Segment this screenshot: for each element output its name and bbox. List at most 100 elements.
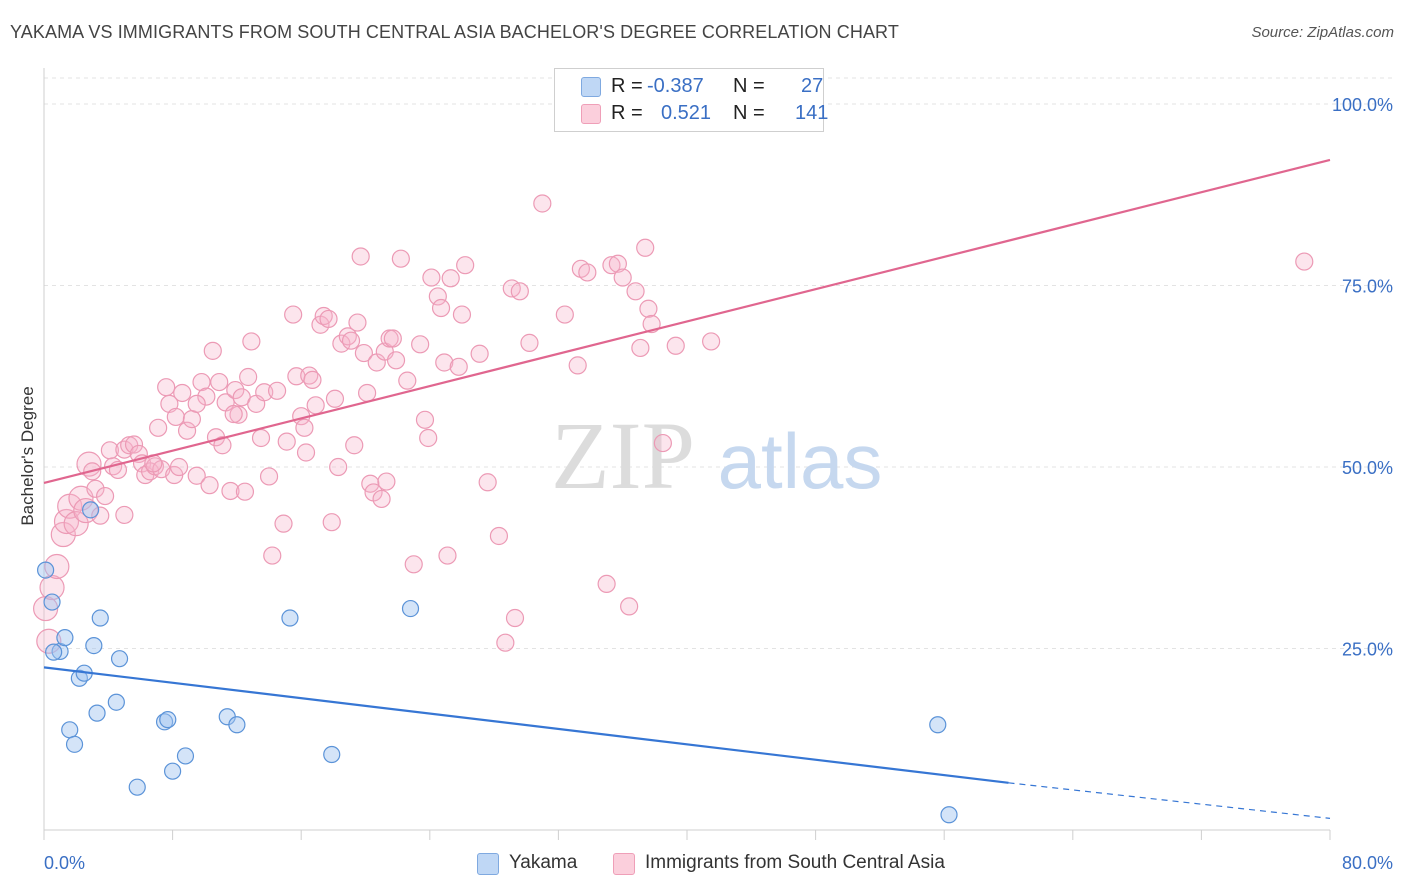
bottom-legend-swatch-immigrants	[613, 853, 635, 875]
bottom-legend-swatch-yakama	[477, 853, 499, 875]
immigrants-point	[383, 329, 402, 348]
immigrants-point	[435, 353, 454, 372]
immigrants-point	[182, 410, 201, 429]
x-tick-label-max: 80.0%	[1342, 853, 1393, 873]
immigrants-point	[348, 313, 367, 332]
immigrants-point	[166, 407, 185, 427]
immigrants-point	[242, 332, 261, 351]
yakama-point	[281, 609, 299, 627]
immigrants-point	[386, 351, 406, 370]
legend-n-value: 27	[801, 75, 824, 97]
immigrants-point	[391, 249, 410, 268]
immigrants-point	[263, 546, 282, 565]
yakama-point	[401, 599, 420, 618]
immigrants-point	[602, 256, 621, 275]
immigrants-points	[33, 194, 1314, 654]
yakama-point	[929, 716, 947, 734]
yakama-point	[323, 745, 341, 764]
immigrants-point	[639, 299, 658, 318]
immigrants-point	[510, 282, 529, 301]
immigrants-point	[452, 305, 472, 324]
yakama-point	[228, 716, 246, 734]
immigrants-point	[653, 433, 672, 453]
immigrants-point	[478, 473, 497, 492]
immigrants-point	[259, 467, 279, 486]
immigrants-point	[277, 432, 296, 451]
immigrants-point	[456, 256, 475, 275]
immigrants-point	[86, 479, 105, 498]
immigrants-point	[226, 380, 245, 400]
immigrants-point	[306, 396, 325, 415]
immigrants-point	[636, 238, 655, 257]
immigrants-point	[325, 389, 345, 408]
immigrants-point	[377, 472, 396, 491]
immigrants-point	[449, 357, 468, 376]
immigrants-point	[597, 574, 616, 593]
immigrants-point	[470, 344, 489, 363]
legend-n-label: N =	[733, 75, 765, 97]
source-label: Source: ZipAtlas.com	[1251, 24, 1394, 41]
immigrants-point	[555, 305, 574, 324]
immigrants-point	[235, 482, 255, 501]
yakama-point	[110, 650, 129, 668]
immigrants-point	[63, 511, 89, 537]
immigrants-point	[341, 331, 361, 350]
bottom-legend-label-yakama: Yakama	[509, 852, 578, 873]
yakama-point	[65, 735, 84, 753]
watermark-zip: ZIP	[551, 402, 695, 509]
immigrants-point	[428, 287, 447, 306]
watermark-atlas: atlas	[718, 417, 883, 505]
immigrants-point	[489, 526, 509, 546]
y-tick-labels: 25.0% 50.0% 75.0% 100.0%	[1332, 95, 1393, 659]
immigrants-point	[173, 383, 192, 403]
immigrants-point	[404, 555, 423, 574]
immigrants-point	[169, 457, 189, 477]
immigrants-point	[192, 372, 211, 392]
immigrants-point	[419, 428, 438, 448]
immigrants-point	[441, 269, 460, 288]
yakama-point	[159, 711, 177, 729]
yakama-point	[56, 629, 74, 647]
yakama-point	[70, 669, 88, 687]
yakama-point	[176, 747, 195, 765]
immigrants-point	[239, 367, 258, 387]
gridlines	[44, 77, 1393, 650]
yakama-point	[128, 778, 146, 796]
immigrants-point	[438, 546, 457, 565]
yakama-point	[85, 637, 103, 655]
immigrants-point	[329, 457, 348, 477]
immigrants-point	[568, 356, 587, 375]
y-tick-label: 25.0%	[1342, 640, 1393, 660]
immigrants-point	[533, 194, 552, 213]
trend-lines	[43, 158, 1331, 819]
yakama-point	[88, 704, 106, 722]
correlation-legend: R = -0.387 N = 27 R = 0.521 N = 141	[554, 68, 828, 132]
immigrants-point	[95, 486, 115, 506]
y-tick-label: 75.0%	[1342, 277, 1393, 297]
immigrants-point	[115, 505, 134, 525]
legend-n-label: N =	[733, 102, 765, 124]
yakama-trend-extension	[1008, 782, 1331, 819]
yakama-point	[45, 643, 63, 661]
yakama-point	[61, 721, 79, 739]
immigrants-point	[284, 305, 303, 324]
yakama-point	[164, 762, 182, 780]
watermark: ZIP atlas	[551, 402, 882, 509]
yakama-point	[37, 561, 55, 579]
immigrants-point	[251, 428, 271, 448]
immigrants-point	[124, 435, 144, 454]
y-axis-label: Bachelor's Degree	[18, 386, 37, 526]
immigrants-point	[296, 443, 316, 462]
yakama-point	[82, 501, 100, 519]
immigrants-point	[372, 489, 391, 509]
immigrants-point	[351, 247, 370, 266]
chart-title: YAKAMA VS IMMIGRANTS FROM SOUTH CENTRAL …	[10, 22, 899, 42]
immigrants-point	[422, 268, 441, 287]
immigrants-point	[702, 332, 721, 351]
yakama-points	[37, 501, 958, 824]
immigrants-point	[626, 282, 645, 301]
immigrants-point	[314, 306, 333, 326]
immigrants-point	[221, 481, 240, 501]
immigrants-point	[187, 466, 206, 485]
